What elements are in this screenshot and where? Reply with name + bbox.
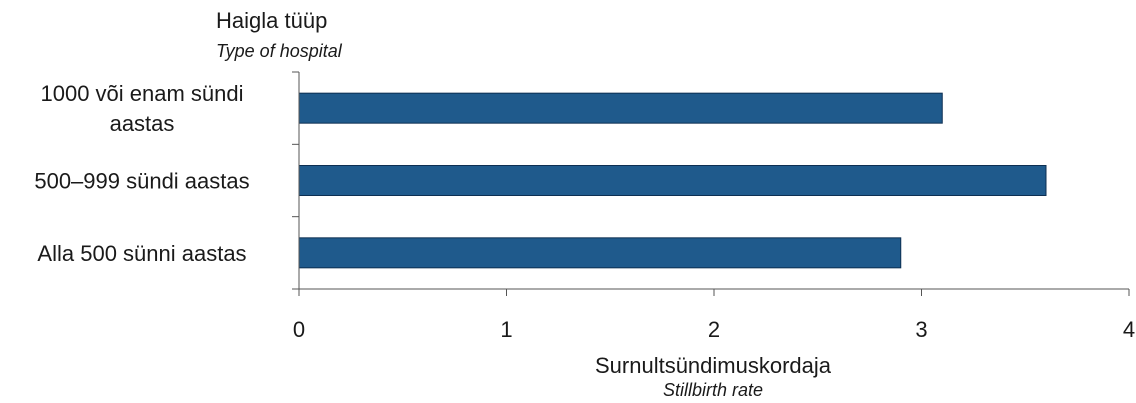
x-axis-title: Surnultsündimuskordaja (595, 353, 832, 378)
x-axis-title-en: Stillbirth rate (663, 380, 763, 400)
x-tick-label-3: 3 (915, 317, 927, 342)
x-tick-label-2: 2 (708, 317, 720, 342)
y-axis-title: Haigla tüüp (216, 8, 327, 33)
x-tick-label-4: 4 (1123, 317, 1135, 342)
bar-2 (298, 165, 1047, 196)
category-label-1: 1000 või enam sündi aastas (40, 81, 243, 136)
x-tick-label-1: 1 (500, 317, 512, 342)
category-label-3: Alla 500 sünni aastas (37, 241, 246, 266)
x-tick-label-0: 0 (293, 317, 305, 342)
category-label-2: 500–999 sündi aastas (34, 169, 249, 194)
y-axis-title-en: Type of hospital (216, 41, 343, 61)
bar-1 (298, 92, 943, 124)
plot-area: 0 1 2 3 4 1000 või enam sündi aastas 500–999 sü… (34, 71, 1135, 342)
bar-3 (298, 237, 902, 269)
